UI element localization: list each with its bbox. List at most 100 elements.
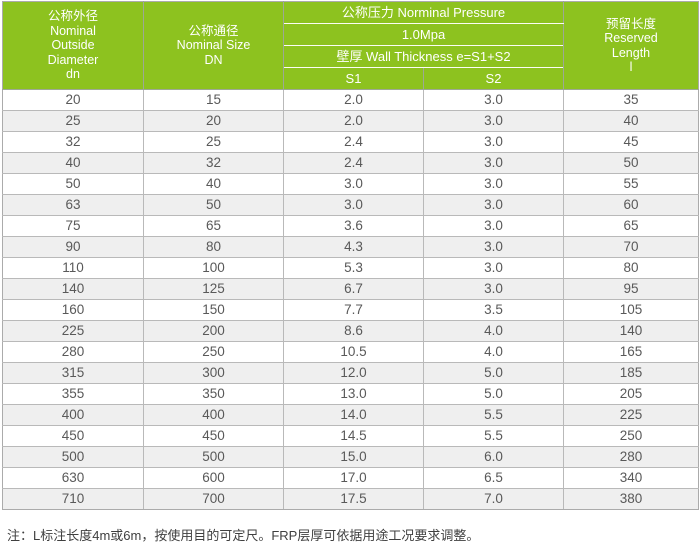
table-row: 315 300 12.0 5.0 185 — [2, 362, 700, 384]
cell-reserved-length: 380 — [563, 488, 700, 510]
header-line-en: Length — [611, 45, 651, 60]
cell-s2: 5.5 — [422, 404, 565, 426]
cell-outside-diameter: 355 — [2, 383, 144, 405]
table-row: 140 125 6.7 3.0 95 — [2, 278, 700, 300]
cell-s1: 2.0 — [283, 89, 424, 111]
cell-outside-diameter: 63 — [2, 194, 144, 216]
cell-nominal-size: 400 — [143, 404, 284, 426]
cell-reserved-length: 50 — [563, 152, 700, 174]
cell-s2: 3.0 — [422, 152, 565, 174]
cell-outside-diameter: 90 — [2, 236, 144, 258]
cell-nominal-size: 125 — [143, 278, 284, 300]
cell-s1: 3.0 — [283, 194, 424, 216]
cell-reserved-length: 165 — [563, 341, 700, 363]
cell-nominal-size: 450 — [143, 425, 284, 447]
table-row: 32 25 2.4 3.0 45 — [2, 131, 700, 153]
cell-nominal-size: 25 — [143, 131, 284, 153]
cell-nominal-size: 700 — [143, 488, 284, 510]
header-s1: S1 — [283, 67, 424, 90]
cell-s2: 6.0 — [422, 446, 565, 468]
header-line-en: Diameter — [47, 52, 99, 67]
table-row: 50 40 3.0 3.0 55 — [2, 173, 700, 195]
cell-reserved-length: 35 — [563, 89, 700, 111]
cell-s1: 13.0 — [283, 383, 424, 405]
cell-outside-diameter: 25 — [2, 110, 144, 132]
cell-s2: 5.0 — [422, 362, 565, 384]
table-row: 63 50 3.0 3.0 60 — [2, 194, 700, 216]
header-nominal-outside-diameter: 公称外径 Nominal Outside Diameter dn — [2, 1, 144, 90]
cell-s2: 7.0 — [422, 488, 565, 510]
cell-nominal-size: 40 — [143, 173, 284, 195]
cell-nominal-size: 250 — [143, 341, 284, 363]
header-line-symbol: l — [629, 60, 633, 74]
cell-s1: 5.3 — [283, 257, 424, 279]
cell-outside-diameter: 225 — [2, 320, 144, 342]
cell-reserved-length: 340 — [563, 467, 700, 489]
cell-reserved-length: 70 — [563, 236, 700, 258]
cell-reserved-length: 185 — [563, 362, 700, 384]
cell-reserved-length: 80 — [563, 257, 700, 279]
cell-reserved-length: 140 — [563, 320, 700, 342]
cell-outside-diameter: 280 — [2, 341, 144, 363]
header-line-en: Reserved — [604, 31, 658, 45]
cell-nominal-size: 300 — [143, 362, 284, 384]
header-reserved-length: 预留长度 Reserved Length l — [563, 1, 700, 90]
cell-nominal-size: 65 — [143, 215, 284, 237]
cell-outside-diameter: 40 — [2, 152, 144, 174]
cell-reserved-length: 40 — [563, 110, 700, 132]
cell-outside-diameter: 400 — [2, 404, 144, 426]
cell-outside-diameter: 500 — [2, 446, 144, 468]
cell-s2: 3.5 — [422, 299, 565, 321]
cell-s1: 2.4 — [283, 152, 424, 174]
table-row: 500 500 15.0 6.0 280 — [2, 446, 700, 468]
cell-s1: 6.7 — [283, 278, 424, 300]
cell-s1: 3.0 — [283, 173, 424, 195]
cell-outside-diameter: 140 — [2, 278, 144, 300]
cell-reserved-length: 280 — [563, 446, 700, 468]
table-row: 280 250 10.5 4.0 165 — [2, 341, 700, 363]
cell-outside-diameter: 32 — [2, 131, 144, 153]
cell-reserved-length: 205 — [563, 383, 700, 405]
cell-s1: 2.0 — [283, 110, 424, 132]
cell-nominal-size: 20 — [143, 110, 284, 132]
cell-reserved-length: 60 — [563, 194, 700, 216]
cell-s1: 2.4 — [283, 131, 424, 153]
cell-s1: 12.0 — [283, 362, 424, 384]
header-line-symbol: dn — [66, 67, 80, 82]
header-pressure-value: 1.0Mpa — [282, 23, 565, 46]
cell-outside-diameter: 450 — [2, 425, 144, 447]
table-row: 355 350 13.0 5.0 205 — [2, 383, 700, 405]
cell-s2: 3.0 — [422, 110, 565, 132]
cell-s2: 3.0 — [422, 236, 565, 258]
cell-nominal-size: 50 — [143, 194, 284, 216]
cell-outside-diameter: 75 — [2, 215, 144, 237]
cell-s1: 4.3 — [283, 236, 424, 258]
cell-s1: 7.7 — [283, 299, 424, 321]
cell-s2: 3.0 — [422, 215, 565, 237]
header-line-en: Nominal — [50, 23, 96, 38]
footnote: 注：L标注长度4m或6m，按使用目的可定尺。FRP层厚可依据用途工况要求调整。 — [7, 528, 480, 543]
header-nominal-size: 公称通径 Nominal Size DN — [143, 1, 284, 90]
table-row: 90 80 4.3 3.0 70 — [2, 236, 700, 258]
cell-nominal-size: 200 — [143, 320, 284, 342]
cell-nominal-size: 32 — [143, 152, 284, 174]
pipe-spec-table: 公称外径 Nominal Outside Diameter dn 公称通径 No… — [2, 1, 700, 510]
cell-reserved-length: 105 — [563, 299, 700, 321]
header-line-en: Outside — [51, 38, 95, 53]
cell-nominal-size: 80 — [143, 236, 284, 258]
cell-s1: 17.0 — [283, 467, 424, 489]
table-row: 710 700 17.5 7.0 380 — [2, 488, 700, 510]
cell-s2: 3.0 — [422, 173, 565, 195]
cell-s2: 6.5 — [422, 467, 565, 489]
cell-s1: 15.0 — [283, 446, 424, 468]
table-row: 110 100 5.3 3.0 80 — [2, 257, 700, 279]
cell-nominal-size: 500 — [143, 446, 284, 468]
table-row: 400 400 14.0 5.5 225 — [2, 404, 700, 426]
cell-outside-diameter: 110 — [2, 257, 144, 279]
cell-s2: 5.0 — [422, 383, 565, 405]
table-row: 25 20 2.0 3.0 40 — [2, 110, 700, 132]
header-line-symbol: DN — [204, 52, 223, 67]
cell-nominal-size: 15 — [143, 89, 284, 111]
cell-s2: 3.0 — [422, 278, 565, 300]
header-line-zh: 公称通径 — [188, 23, 239, 38]
